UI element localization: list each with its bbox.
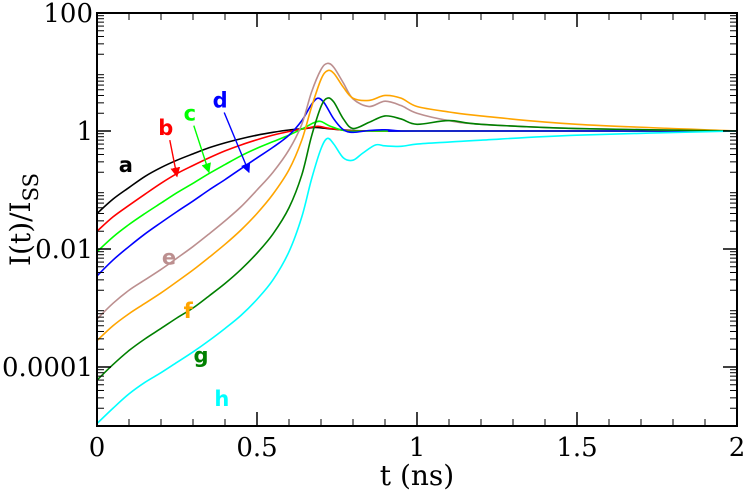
curve-arrow-d: [223, 112, 251, 174]
curve-label-b: b: [158, 116, 173, 140]
y-axis-label-subscript: SS: [19, 173, 43, 201]
curve-label-g: g: [193, 343, 208, 367]
y-tick-label: 1: [76, 117, 93, 147]
curve-arrow-b: [169, 140, 181, 178]
y-tick-label: 0.0001: [2, 353, 93, 383]
series-line-d: [96, 97, 737, 277]
curve-label-a: a: [119, 153, 133, 177]
x-tick-label: 0.5: [236, 433, 277, 463]
curve-label-d: d: [213, 89, 228, 113]
curve-arrow-c: [193, 125, 211, 174]
curve-label-c: c: [184, 102, 196, 126]
y-tick-label: 100: [43, 0, 93, 29]
x-tick-label: 1.5: [556, 433, 597, 463]
plot-area: a bcd e fgh 0 0.5 1 1.5 2 0.0001 0.01 1 100: [2, 0, 745, 463]
series-line-h: [96, 130, 738, 425]
curve-label-f: f: [184, 299, 194, 323]
series-line-b: [96, 125, 737, 232]
x-tick-label: 0: [89, 433, 106, 463]
curve-label-e: e: [162, 245, 176, 269]
curve-label-h: h: [214, 387, 229, 411]
series-line-e: [96, 62, 738, 320]
x-axis-label: t (ns): [380, 459, 454, 492]
series-line-f: [96, 69, 738, 342]
y-tick-label: 0.01: [35, 235, 93, 265]
series-layer: [96, 62, 738, 425]
x-tick-label: 2: [729, 433, 746, 463]
y-axis-label: I(t)/ISS: [4, 173, 43, 266]
y-axis-label-main: I(t)/I: [4, 201, 37, 266]
x-tick-label: 1: [409, 433, 426, 463]
series-line-c: [96, 120, 737, 253]
tick-layer: 0 0.5 1 1.5 2 0.0001 0.01 1 100: [2, 0, 745, 463]
annotation-layer: a bcd e fgh: [119, 89, 251, 411]
series-line-g: [96, 97, 738, 381]
